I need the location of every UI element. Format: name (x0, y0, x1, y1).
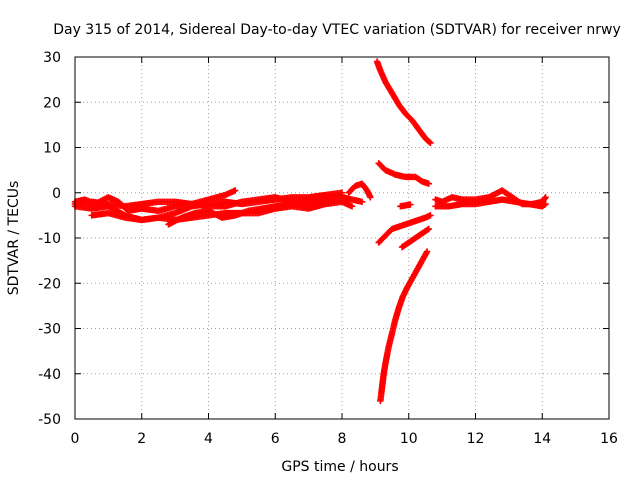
x-tick-label: 14 (533, 431, 551, 447)
data-point (348, 203, 356, 210)
x-tick-label: 4 (204, 431, 213, 447)
chart-title: Day 315 of 2014, Sidereal Day-to-day VTE… (53, 22, 621, 38)
x-axis-label: GPS time / hours (281, 459, 398, 475)
series-6 (373, 58, 434, 147)
data-point (542, 200, 549, 208)
data-point (427, 212, 434, 219)
data-point (542, 194, 549, 201)
series-5 (345, 180, 374, 201)
y-tick-label: 30 (43, 50, 61, 66)
y-axis-label: SDTVAR / TECUs (6, 181, 22, 296)
y-tick-label: -50 (38, 412, 61, 428)
data-points (71, 58, 549, 405)
series-7 (375, 160, 432, 187)
x-tick-label: 2 (137, 431, 146, 447)
y-tick-label: -40 (38, 367, 61, 383)
x-tick-labels: 0 2 4 6 8 10 12 14 16 (71, 431, 618, 447)
x-tick-label: 0 (71, 431, 80, 447)
series-4 (165, 191, 346, 228)
series-9 (398, 225, 432, 251)
y-tick-label: -20 (38, 276, 61, 292)
data-point (541, 195, 548, 202)
y-tick-label: -30 (38, 322, 61, 338)
y-tick-label: 20 (43, 95, 61, 111)
y-tick-labels: 30 20 10 0 -10 -20 -30 -40 -50 (38, 50, 61, 428)
x-tick-label: 16 (600, 431, 618, 447)
y-tick-label: 0 (52, 186, 61, 202)
data-point (232, 187, 239, 194)
data-point (423, 248, 431, 255)
series-11 (397, 201, 414, 210)
data-point (425, 225, 432, 233)
data-point (338, 191, 346, 199)
x-tick-label: 12 (467, 431, 485, 447)
data-point (367, 194, 374, 201)
y-tick-label: 10 (43, 141, 61, 157)
grid (75, 57, 609, 419)
y-tick-label: -10 (38, 231, 61, 247)
series-10 (377, 248, 431, 405)
axis-ticks (74, 56, 610, 420)
series-13 (432, 196, 549, 210)
data-point (427, 139, 434, 147)
data-point (358, 198, 366, 205)
x-tick-label: 6 (271, 431, 280, 447)
x-tick-label: 8 (338, 431, 347, 447)
data-point (426, 138, 433, 146)
data-point (425, 180, 432, 187)
series-8 (375, 212, 434, 246)
x-tick-label: 10 (400, 431, 418, 447)
data-point (407, 201, 414, 208)
